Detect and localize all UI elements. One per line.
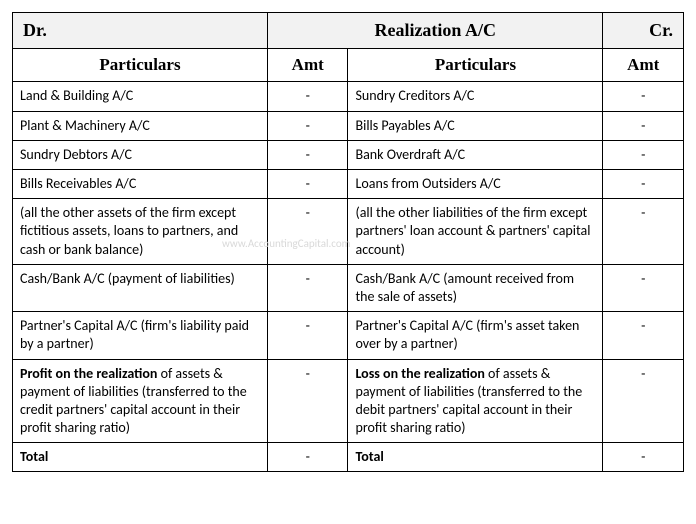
dr-amt: -: [267, 312, 348, 359]
table-row: Sundry Debtors A/C - Bank Overdraft A/C …: [13, 140, 684, 169]
dr-particulars: Sundry Debtors A/C: [13, 140, 268, 169]
dr-particulars: Land & Building A/C: [13, 82, 268, 111]
cr-amt: -: [603, 312, 684, 359]
bold-text: Loss on the realization: [355, 365, 484, 382]
table-row: Land & Building A/C - Sundry Creditors A…: [13, 82, 684, 111]
dr-amt: -: [267, 111, 348, 140]
dr-amt: -: [267, 170, 348, 199]
cr-particulars: Bills Payables A/C: [348, 111, 603, 140]
title-main: Realization A/C: [267, 13, 602, 49]
dr-amt: -: [267, 82, 348, 111]
table-row: Partner's Capital A/C (firm's liability …: [13, 312, 684, 359]
cr-amt: -: [603, 359, 684, 443]
cr-amt: -: [603, 264, 684, 311]
header-amt-dr: Amt: [267, 49, 348, 82]
cr-amt: -: [603, 199, 684, 265]
realization-account-table: Dr. Realization A/C Cr. Particulars Amt …: [12, 12, 684, 472]
table-row: Bills Receivables A/C - Loans from Outsi…: [13, 170, 684, 199]
account-container: www.AccountingCapital.com Dr. Realizatio…: [12, 12, 684, 472]
cr-total-label: Total: [348, 443, 603, 472]
dr-total-amt: -: [267, 443, 348, 472]
dr-amt: -: [267, 359, 348, 443]
cr-total-amt: -: [603, 443, 684, 472]
cr-particulars: Cash/Bank A/C (amount received from the …: [348, 264, 603, 311]
header-amt-cr: Amt: [603, 49, 684, 82]
cr-particulars: Sundry Creditors A/C: [348, 82, 603, 111]
cr-particulars: Loss on the realization of assets & paym…: [348, 359, 603, 443]
header-particulars-dr: Particulars: [13, 49, 268, 82]
cr-particulars: Partner's Capital A/C (firm's asset take…: [348, 312, 603, 359]
cr-particulars: Loans from Outsiders A/C: [348, 170, 603, 199]
dr-particulars: Partner's Capital A/C (firm's liability …: [13, 312, 268, 359]
dr-particulars: Cash/Bank A/C (payment of liabilities): [13, 264, 268, 311]
cr-particulars: Bank Overdraft A/C: [348, 140, 603, 169]
header-particulars-cr: Particulars: [348, 49, 603, 82]
title-dr: Dr.: [13, 13, 268, 49]
total-row: Total - Total -: [13, 443, 684, 472]
table-row: Profit on the realization of assets & pa…: [13, 359, 684, 443]
dr-total-label: Total: [13, 443, 268, 472]
dr-amt: -: [267, 199, 348, 265]
dr-particulars: Profit on the realization of assets & pa…: [13, 359, 268, 443]
header-row: Particulars Amt Particulars Amt: [13, 49, 684, 82]
table-row: (all the other assets of the firm except…: [13, 199, 684, 265]
dr-particulars: Bills Receivables A/C: [13, 170, 268, 199]
dr-particulars: Plant & Machinery A/C: [13, 111, 268, 140]
cr-amt: -: [603, 111, 684, 140]
dr-amt: -: [267, 140, 348, 169]
title-row: Dr. Realization A/C Cr.: [13, 13, 684, 49]
cr-amt: -: [603, 82, 684, 111]
cr-amt: -: [603, 140, 684, 169]
dr-particulars: (all the other assets of the firm except…: [13, 199, 268, 265]
title-cr: Cr.: [603, 13, 684, 49]
bold-text: Profit on the realization: [20, 365, 157, 382]
cr-amt: -: [603, 170, 684, 199]
cr-particulars: (all the other liabilities of the firm e…: [348, 199, 603, 265]
table-row: Cash/Bank A/C (payment of liabilities) -…: [13, 264, 684, 311]
dr-amt: -: [267, 264, 348, 311]
table-row: Plant & Machinery A/C - Bills Payables A…: [13, 111, 684, 140]
